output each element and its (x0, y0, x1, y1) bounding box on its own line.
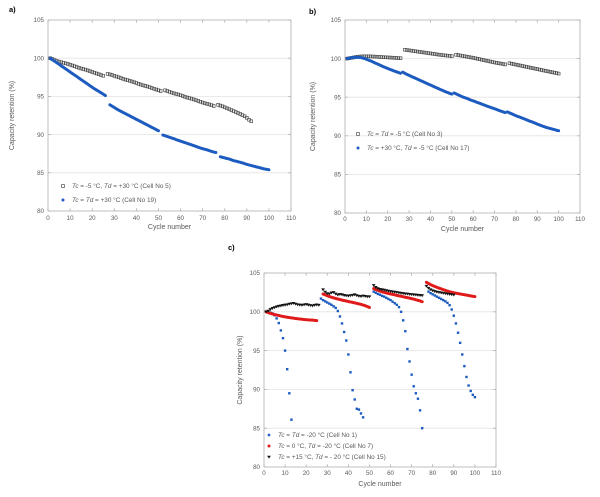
x-tick-label: 60 (387, 470, 394, 477)
y-axis-label: Capacity retention (%) (9, 81, 16, 150)
y-tick-label: 90 (253, 387, 260, 394)
series-cell-no-3 (345, 47, 561, 76)
x-tick-label: 10 (363, 216, 370, 223)
legend-entry-label: Tc = Td = -5 °C (Cell No 3) (367, 130, 443, 138)
x-axis-label: Cycle number (441, 226, 485, 233)
x-tick-label: 90 (534, 216, 541, 223)
legend-entry-label: Tc = +30 °C, Td = -5 °C (Cell No 17) (367, 144, 469, 152)
x-tick-label: 110 (286, 215, 296, 222)
x-tick-label: 0 (343, 216, 347, 223)
chart-c-scatter: 0 10 20 30 40 50 60 70 80 90 100 110 80 85 90 95 100 105 C… (237, 270, 501, 488)
y-tick-label: 90 (37, 132, 44, 139)
y-tick-label: 105 (331, 17, 342, 24)
series-cell-no-7 (264, 280, 477, 323)
x-axis-label: Cycle number (358, 481, 402, 488)
x-tick-label: 90 (450, 470, 457, 477)
legend-entry-label: Tc = 0 °C, Td = -20 °C (Cell No 7) (278, 442, 373, 450)
y-tick-label: 95 (253, 348, 260, 355)
x-tick-label: 50 (155, 215, 162, 222)
y-tick-label: 105 (34, 17, 45, 24)
y-tick-label: 80 (37, 208, 44, 215)
x-tick-label: 0 (46, 215, 50, 222)
chart-a-scatter: 0 10 20 30 40 50 60 70 80 90 100 110 80 85 90 95 100 105 C… (9, 17, 296, 231)
x-tick-label: 50 (448, 216, 455, 223)
y-tick-label: 95 (37, 94, 44, 101)
legend: Tc = Td = -20 °C (Cell No 1) Tc = 0 °C, T… (267, 431, 386, 461)
y-tick-label: 80 (253, 464, 260, 471)
x-tick-label: 20 (303, 470, 310, 477)
panel-b: b) 0 10 20 30 40 50 60 70 80 90 100 110 80 85 90 95 100 1… (300, 0, 600, 240)
series-cell-no-17 (345, 55, 561, 133)
x-tick-label: 110 (491, 470, 501, 477)
x-tick-label: 80 (429, 470, 436, 477)
series-cell-no-19 (48, 56, 271, 172)
x-tick-label: 10 (282, 470, 289, 477)
y-tick-label: 95 (334, 94, 341, 101)
x-tick-label: 70 (199, 215, 206, 222)
x-tick-label: 20 (384, 216, 391, 223)
y-tick-label: 90 (334, 133, 341, 140)
x-tick-label: 30 (406, 216, 413, 223)
y-tick-label: 100 (331, 56, 342, 63)
x-tick-label: 80 (221, 215, 228, 222)
plot-area-border (47, 19, 292, 212)
legend: Tc = -5 °C, Td = +30 °C (Cell No 5) Tc = … (61, 182, 171, 204)
x-tick-label: 60 (177, 215, 184, 222)
series-cell-no-15 (264, 284, 456, 314)
x-tick-label: 10 (67, 215, 74, 222)
y-tick-label: 100 (250, 309, 261, 316)
panel-a: a) 0 10 20 30 40 50 60 70 80 90 100 110 80 85 90 95 100 1… (0, 0, 300, 240)
plot-area-border (344, 19, 581, 214)
y-tick-label: 85 (334, 172, 341, 179)
y-axis-label: Capacity retention (%) (237, 335, 244, 404)
x-tick-label: 40 (427, 216, 434, 223)
x-tick-label: 70 (408, 470, 415, 477)
x-tick-label: 50 (366, 470, 373, 477)
legend-entry-label: Tc = +15 °C, Td = - 20 °C (Cell No 15) (278, 453, 386, 461)
x-tick-label: 20 (89, 215, 96, 222)
x-tick-label: 80 (512, 216, 519, 223)
x-tick-label: 30 (324, 470, 331, 477)
y-tick-label: 100 (34, 55, 45, 62)
panel-c-label: c) (228, 243, 235, 252)
x-tick-label: 100 (264, 215, 275, 222)
x-tick-label: 40 (133, 215, 140, 222)
panel-c: c) 0 10 20 30 40 50 60 70 80 90 100 110 80 85 90 95 100 1… (225, 240, 525, 497)
x-tick-label: 70 (491, 216, 498, 223)
legend: Tc = Td = -5 °C (Cell No 3) Tc = +30 °C, … (356, 130, 469, 152)
y-tick-label: 80 (334, 210, 341, 217)
x-tick-label: 40 (345, 470, 352, 477)
series-cell-no-1 (264, 290, 477, 430)
chart-b-scatter: 0 10 20 30 40 50 60 70 80 90 100 110 80 85 90 95 100 105 C… (310, 17, 585, 233)
x-tick-label: 100 (553, 216, 564, 223)
x-tick-label: 110 (575, 216, 585, 223)
plot-area-border (263, 272, 497, 468)
x-tick-label: 30 (111, 215, 118, 222)
y-tick-label: 105 (250, 270, 261, 277)
x-tick-label: 0 (262, 470, 266, 477)
legend-entry-label: Tc = Td = -20 °C (Cell No 1) (278, 431, 357, 439)
panel-b-label: b) (309, 7, 317, 16)
legend-entry-label: Tc = -5 °C, Td = +30 °C (Cell No 5) (72, 182, 171, 190)
x-tick-label: 90 (243, 215, 250, 222)
legend-entry-label: Tc = Td = +30 °C (Cell No 19) (72, 196, 156, 204)
x-tick-label: 100 (470, 470, 481, 477)
y-axis-label: Capacity retention (%) (310, 82, 317, 151)
x-axis-label: Cycle number (148, 224, 192, 231)
y-tick-label: 85 (253, 425, 260, 432)
y-tick-label: 85 (37, 170, 44, 177)
panel-a-label: a) (9, 5, 16, 14)
x-tick-label: 60 (470, 216, 477, 223)
series-cell-no-5 (48, 56, 253, 123)
